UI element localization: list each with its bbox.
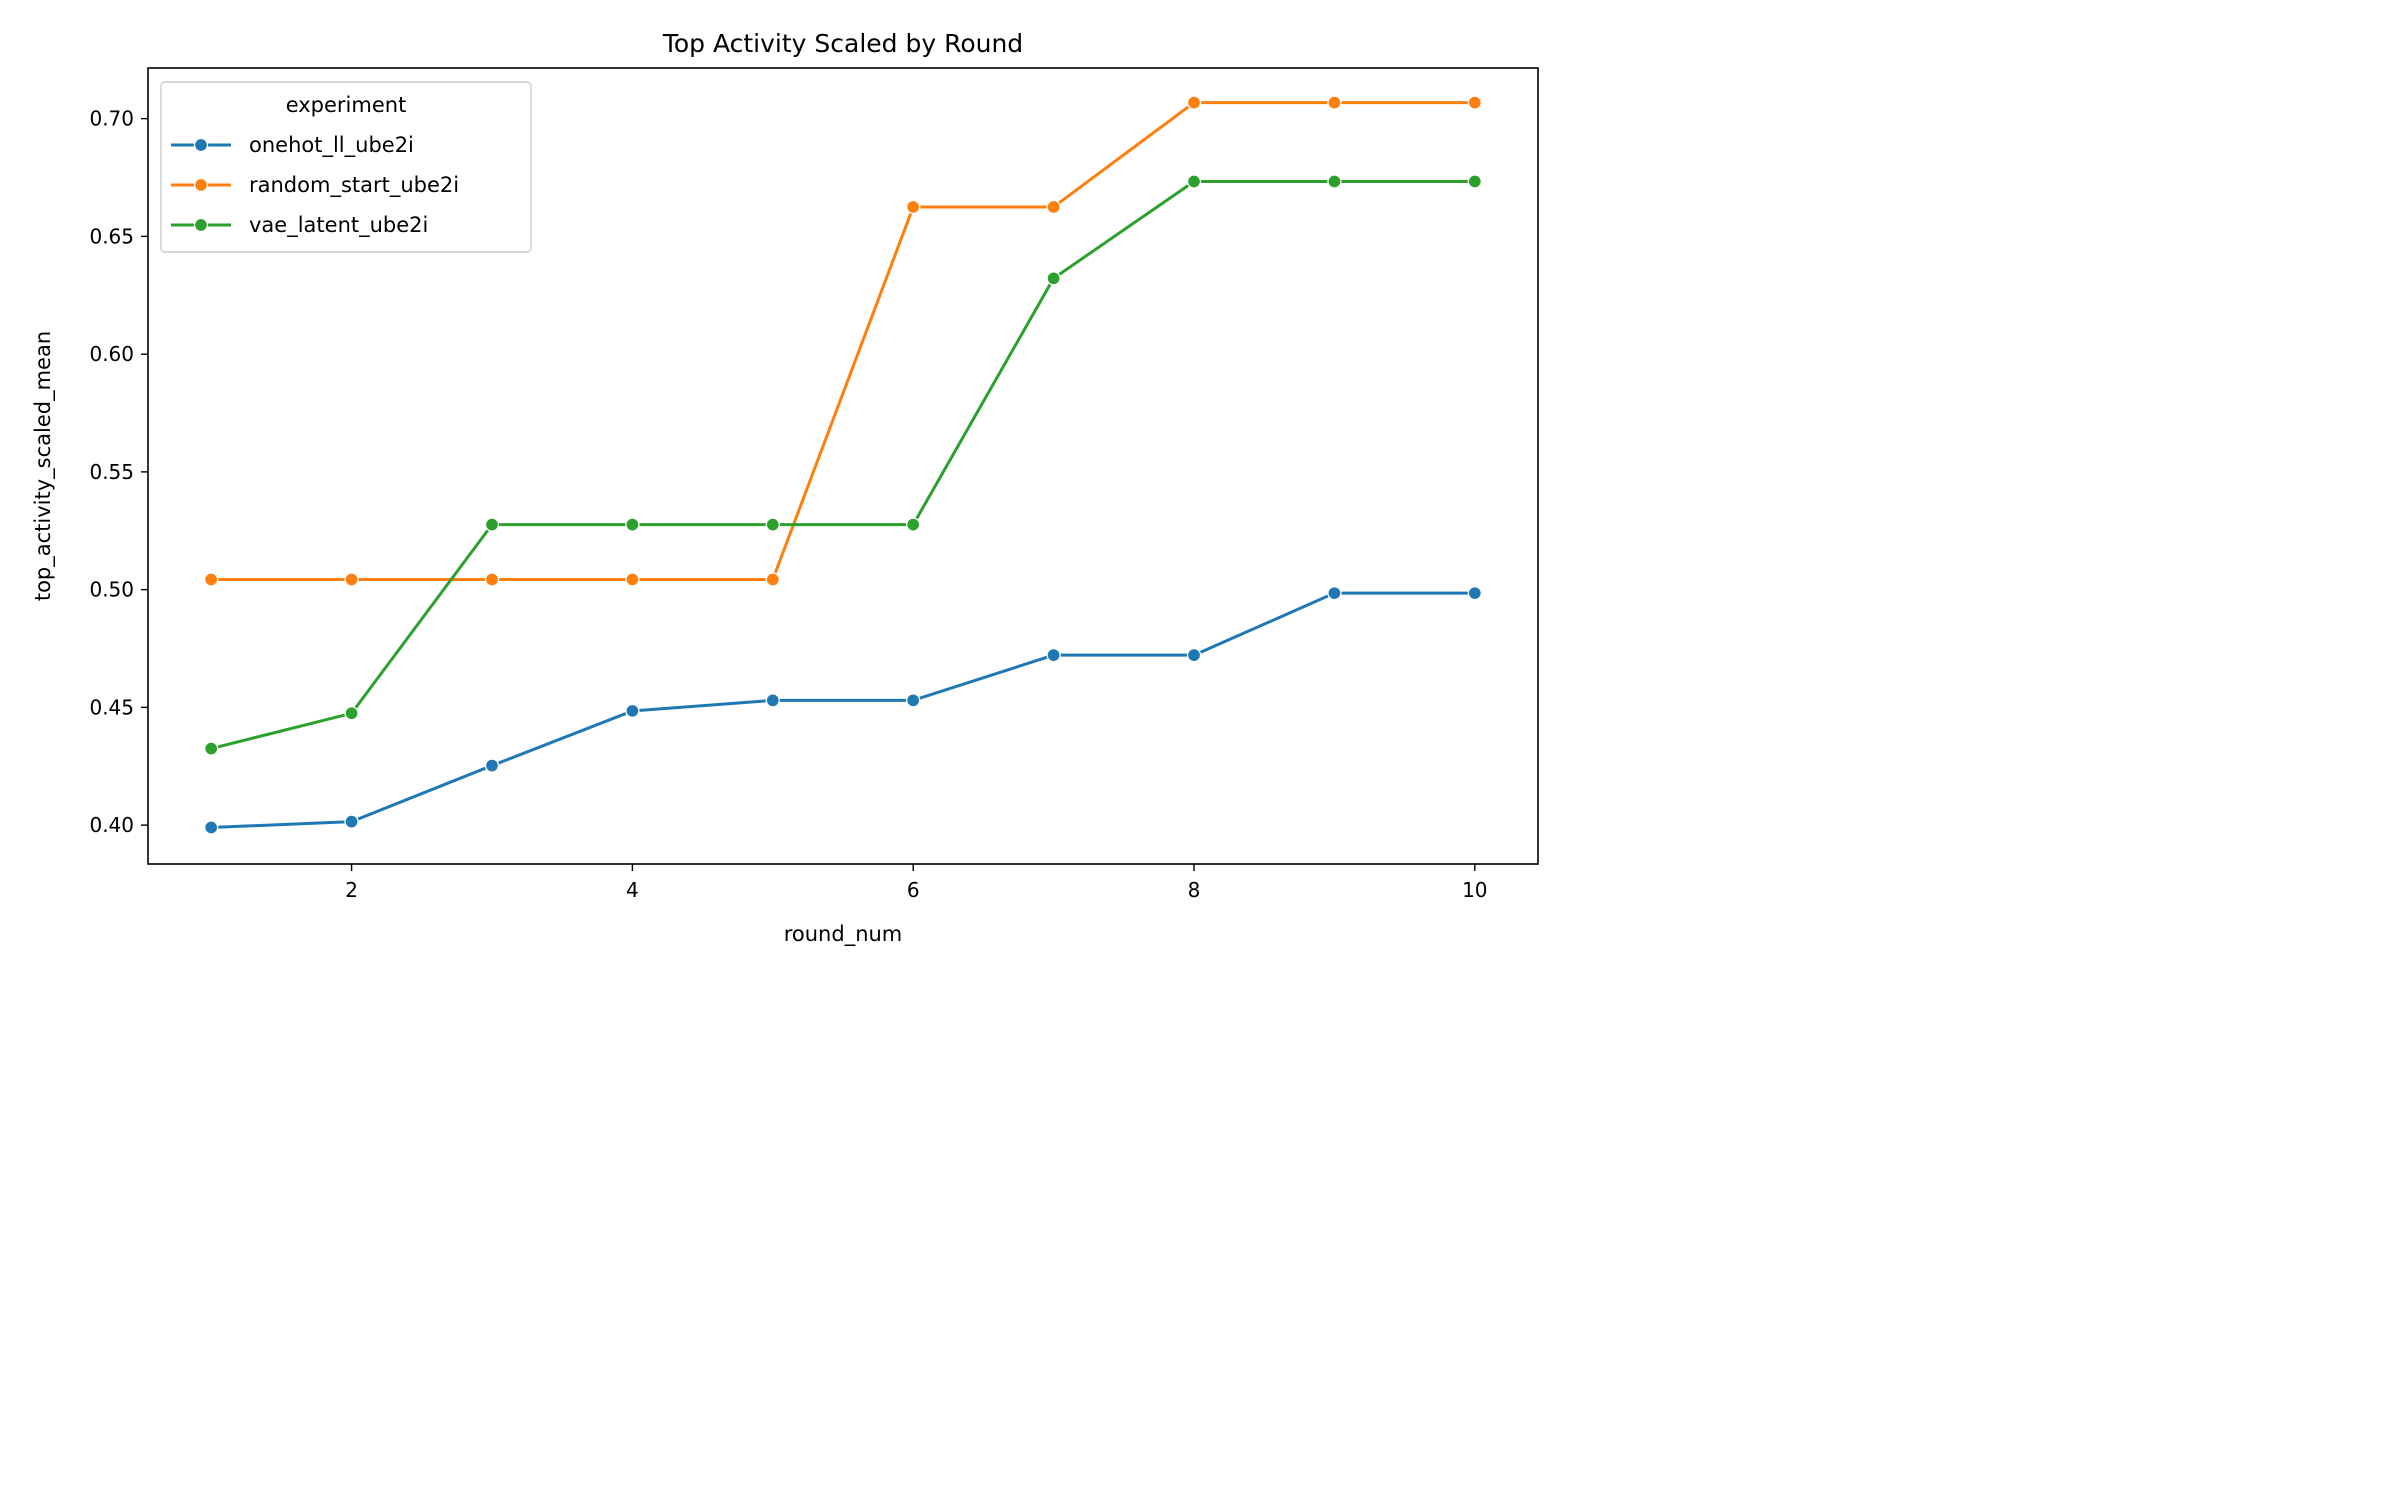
legend-swatch-marker bbox=[193, 217, 209, 233]
y-tick-label: 0.65 bbox=[89, 224, 134, 248]
x-tick-label: 8 bbox=[1188, 878, 1201, 902]
series-lines bbox=[204, 95, 1482, 835]
data-point bbox=[625, 703, 640, 719]
y-tick-label: 0.50 bbox=[89, 578, 134, 602]
y-tick-label: 0.45 bbox=[89, 695, 134, 719]
x-tick-label: 10 bbox=[1462, 878, 1487, 902]
data-point bbox=[1327, 174, 1342, 189]
legend-label: onehot_ll_ube2i bbox=[249, 133, 414, 158]
data-point bbox=[906, 517, 921, 532]
y-tick-label: 0.70 bbox=[89, 107, 134, 131]
series-line-random_start_ube2i bbox=[211, 101, 1475, 582]
data-point bbox=[625, 517, 640, 532]
legend-swatch-marker bbox=[193, 137, 209, 153]
x-tick-label: 4 bbox=[626, 878, 639, 902]
data-point bbox=[1046, 271, 1061, 286]
data-point bbox=[1046, 199, 1061, 215]
line-chart: Top Activity Scaled by Round 2 4 6 8 10 0.40 0… bbox=[0, 0, 1568, 980]
legend-swatch-marker bbox=[193, 177, 209, 193]
data-point bbox=[344, 572, 359, 587]
data-point bbox=[765, 693, 780, 708]
legend: experiment onehot_ll_ube2i random_start_u… bbox=[160, 81, 532, 253]
data-point bbox=[204, 741, 219, 756]
data-point bbox=[765, 572, 780, 587]
legend-label: random_start_ube2i bbox=[249, 173, 459, 198]
y-axis-title: top_activity_scaled_mean bbox=[31, 331, 56, 601]
axis-ticks: 2 4 6 8 10 0.40 0.45 0.50 0.55 0.60 0.65 0.70 bbox=[89, 107, 1487, 902]
x-tick-label: 2 bbox=[345, 878, 358, 902]
data-point bbox=[625, 572, 640, 587]
data-point bbox=[484, 758, 500, 773]
x-axis-title: round_num bbox=[784, 922, 903, 947]
y-tick-label: 0.55 bbox=[89, 460, 134, 484]
data-point bbox=[204, 572, 219, 587]
data-point bbox=[1046, 647, 1061, 663]
legend-frame bbox=[160, 81, 532, 253]
data-point bbox=[1467, 95, 1482, 110]
series-line-onehot_ll_ube2i bbox=[211, 591, 1475, 829]
data-point bbox=[484, 517, 500, 532]
data-point bbox=[1186, 95, 1202, 110]
data-point bbox=[204, 820, 219, 835]
y-tick-label: 0.60 bbox=[89, 342, 134, 366]
y-tick-label: 0.40 bbox=[89, 813, 134, 837]
data-point bbox=[344, 706, 359, 721]
legend-label: vae_latent_ube2i bbox=[249, 213, 428, 238]
data-point bbox=[906, 199, 921, 215]
x-tick-label: 6 bbox=[907, 878, 920, 902]
chart-title: Top Activity Scaled by Round bbox=[662, 29, 1023, 58]
data-point bbox=[1327, 95, 1342, 110]
data-point bbox=[1186, 647, 1202, 663]
data-point bbox=[484, 572, 500, 587]
data-point bbox=[344, 814, 359, 829]
plot-frame bbox=[147, 67, 1539, 865]
data-point bbox=[1467, 586, 1482, 601]
legend-title: experiment bbox=[286, 93, 407, 117]
data-point bbox=[765, 517, 780, 532]
data-point bbox=[1327, 586, 1342, 601]
data-point bbox=[906, 693, 921, 708]
data-point bbox=[1467, 174, 1482, 189]
series-line-vae_latent_ube2i bbox=[210, 180, 1475, 751]
data-point bbox=[1186, 174, 1202, 189]
